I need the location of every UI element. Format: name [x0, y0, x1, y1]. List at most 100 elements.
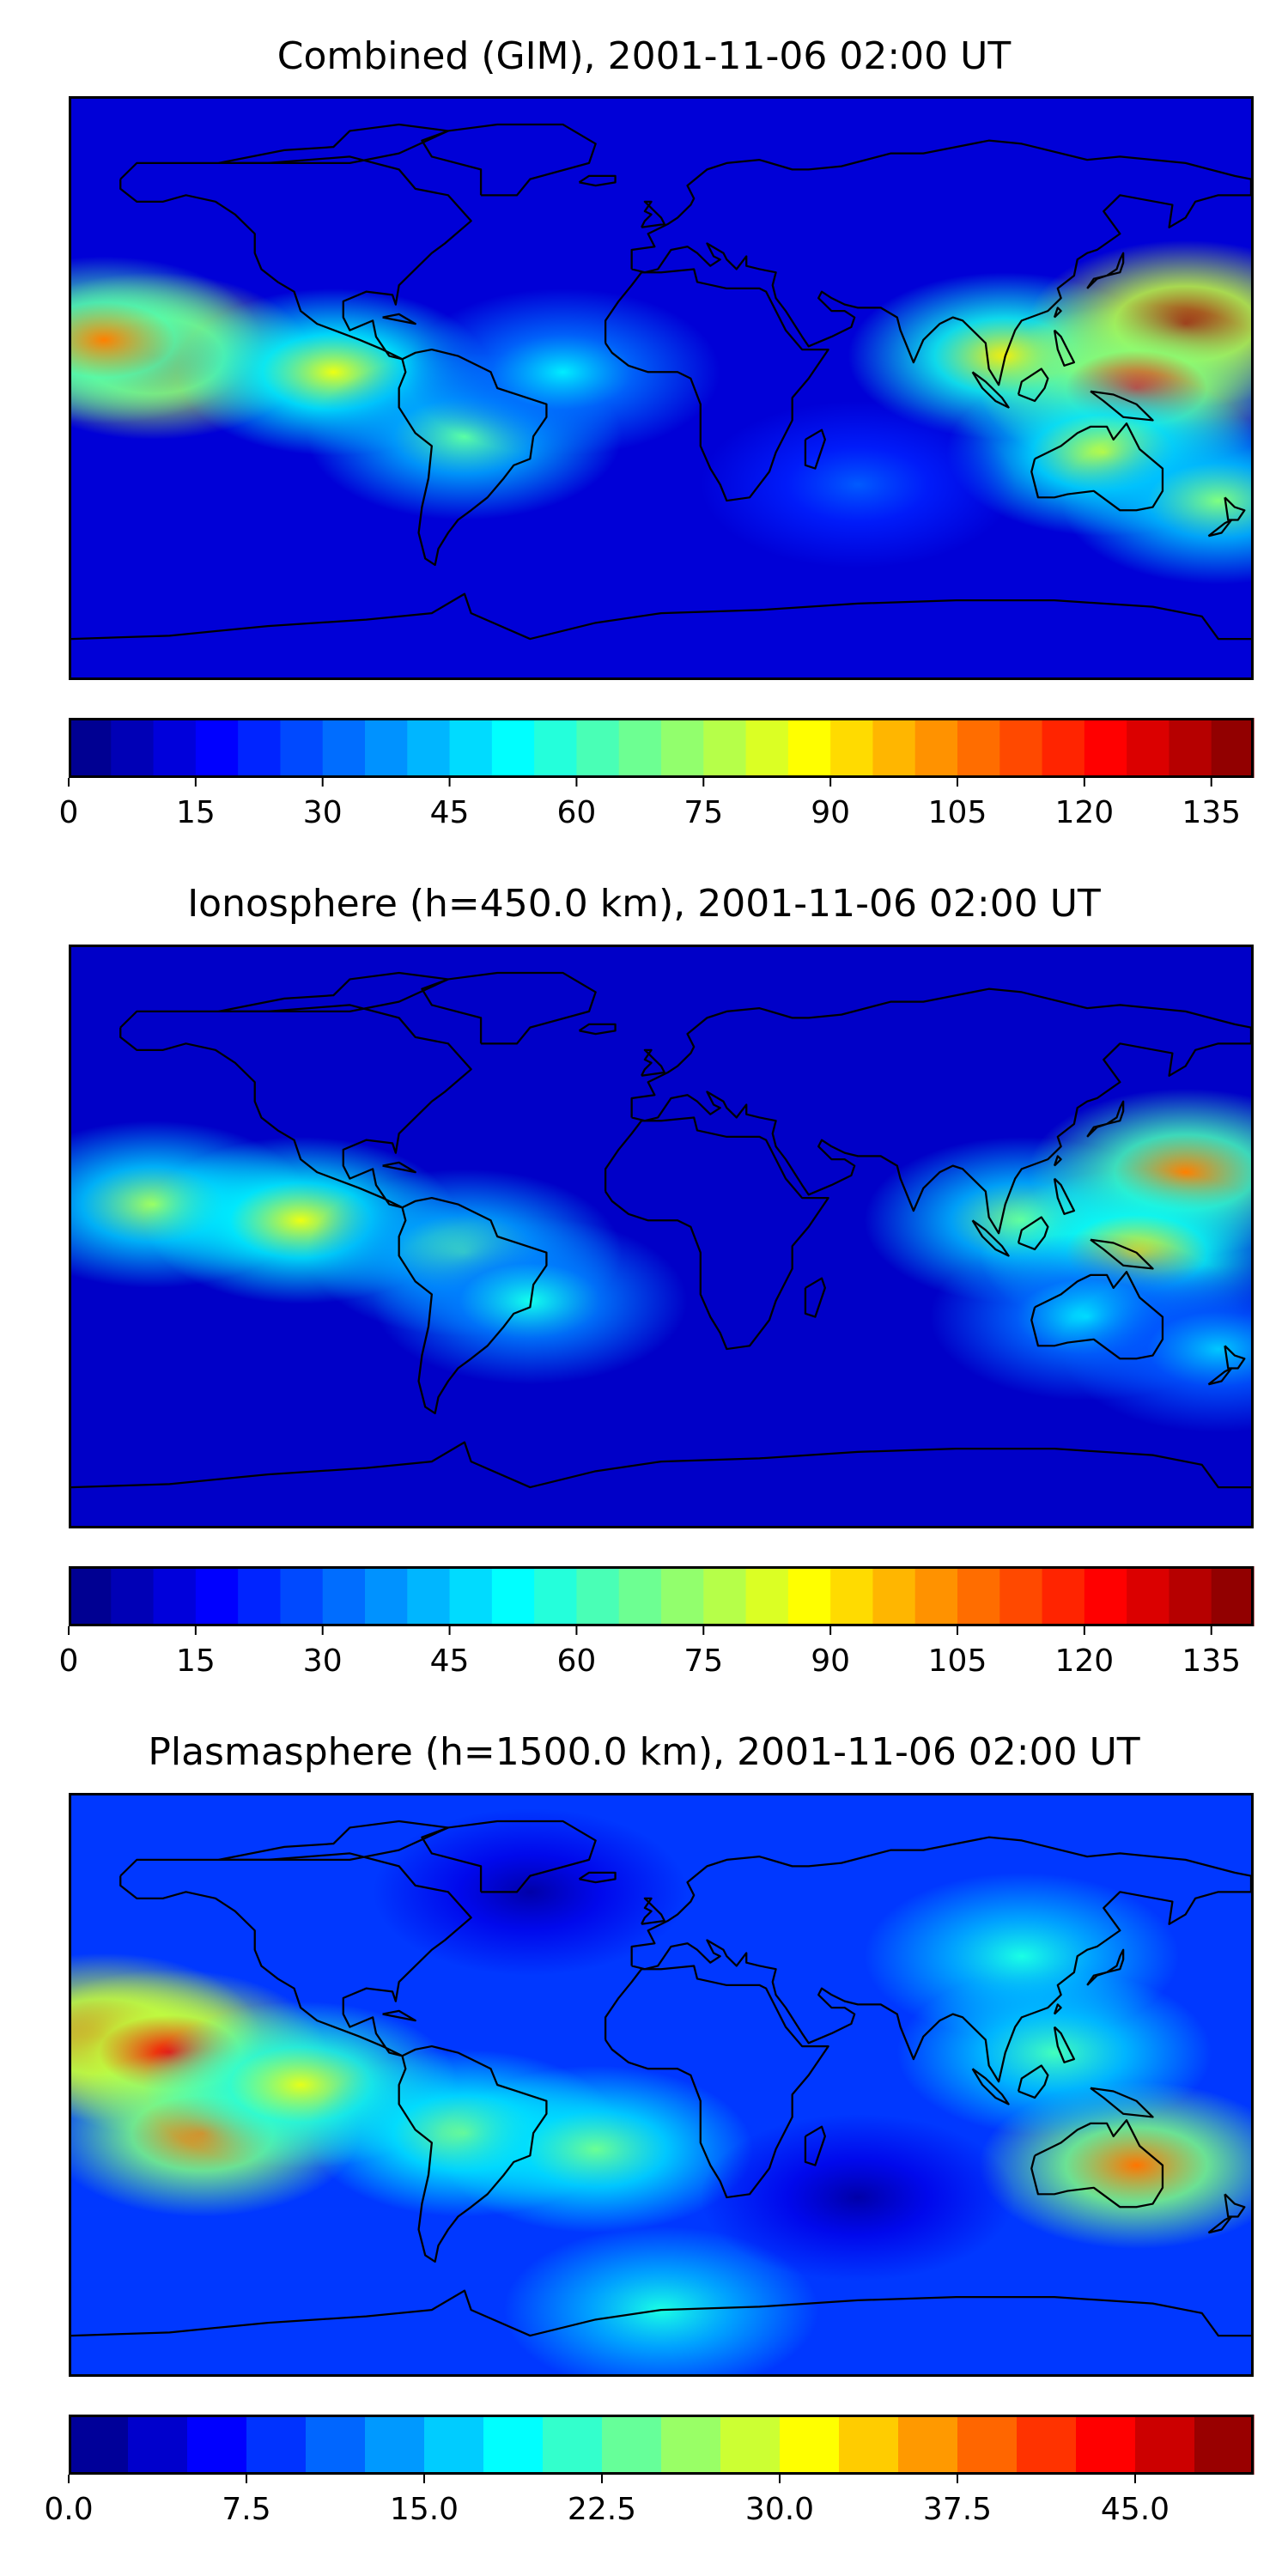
colorbar-segment [280, 718, 324, 778]
colorbar-border [69, 718, 1254, 778]
coastline [1086, 1100, 1125, 1138]
colorbar-segment [618, 1566, 662, 1626]
colorbar-segment [128, 2415, 188, 2475]
colorbar-segment [745, 718, 789, 778]
coastline [1207, 2215, 1233, 2234]
colorbar-segment [238, 1566, 282, 1626]
colorbar-segment [534, 718, 578, 778]
coastline [630, 139, 1251, 386]
colorbar-segment [195, 1566, 239, 1626]
colorbar-segment [957, 2415, 1018, 2475]
colorbar-segment [69, 1566, 112, 1626]
colorbar-segment [999, 718, 1043, 778]
colorbar-segment [407, 1566, 451, 1626]
colorbar-tick-label: 60 [557, 1643, 597, 1679]
colorbar-segment [787, 718, 831, 778]
coastline [1053, 1177, 1076, 1215]
colorbar-segment [745, 1566, 789, 1626]
colorbar-tick-label: 0 [59, 795, 79, 830]
map-svg-3 [71, 1795, 1251, 2374]
map-svg-2 [71, 947, 1251, 1526]
coastline [1053, 2026, 1076, 2063]
field-feature [405, 288, 720, 456]
colorbar-segment [1042, 1566, 1085, 1626]
colorbar-svg-3: 0.0 7.5 15.0 22.5 30.0 37.5 45.0 [44, 2415, 1255, 2527]
colorbar-segment [365, 1566, 408, 1626]
colorbar-segment [1127, 1566, 1170, 1626]
coastline [1017, 368, 1049, 403]
colorbar-segment [491, 718, 535, 778]
colorbar-segment [1169, 718, 1212, 778]
colorbar-segment [602, 2415, 662, 2475]
colorbar-tick-label: 0.0 [44, 2492, 93, 2527]
coastline [1090, 1238, 1154, 1270]
coastline [421, 123, 597, 197]
colorbar-segment [543, 2415, 603, 2475]
coastline [421, 1820, 597, 1893]
coastline [119, 1004, 472, 1209]
colorbar-segment [111, 718, 155, 778]
map-ionosphere [69, 945, 1254, 1528]
colorbar-segment [280, 1566, 324, 1626]
colorbar-segment [187, 2415, 247, 2475]
coastline [641, 1048, 665, 1077]
coastline [71, 592, 1251, 641]
field-feature [896, 1969, 1212, 2136]
colorbar-tick-label: 120 [1054, 1643, 1114, 1679]
colorbar-segment [1084, 1566, 1127, 1626]
colorbar-segment [787, 1566, 831, 1626]
coastline [1030, 1271, 1164, 1360]
colorbar-tick-label: 30 [303, 795, 343, 830]
colorbar-segment [914, 718, 958, 778]
coastline [604, 268, 829, 502]
coastline [382, 2009, 416, 2022]
colorbar-segment [957, 718, 1000, 778]
colorbar-segment [1017, 2415, 1077, 2475]
coastline [1030, 2119, 1164, 2208]
coastline [119, 155, 472, 361]
coastline [804, 428, 826, 470]
coastline [1086, 1948, 1125, 1986]
colorbar-segment [830, 718, 874, 778]
colorbar-segment [1042, 718, 1085, 778]
colorbar-segment [483, 2415, 544, 2475]
coastline [218, 971, 450, 1013]
panel-1-title: Combined (GIM), 2001-11-06 02:00 UT [276, 34, 1012, 78]
colorbar-tick-label: 135 [1182, 795, 1241, 830]
coastline [804, 1277, 826, 1318]
coastline [1053, 329, 1076, 367]
colorbar-svg-1: 0 15 30 45 60 75 90 105 120 135 [59, 718, 1255, 830]
map-svg-1 [71, 99, 1251, 677]
colorbar-segment [703, 718, 747, 778]
coastline [641, 1897, 665, 1925]
colorbar-segment [661, 718, 704, 778]
map-plasmasphere [69, 1793, 1254, 2377]
coastline [71, 1441, 1251, 1489]
colorbar-segment [153, 1566, 197, 1626]
coastline [1224, 1345, 1246, 1370]
colorbar-segment [69, 718, 112, 778]
colorbar-segment [872, 1566, 916, 1626]
coastline [630, 987, 1251, 1235]
colorbar-segment [780, 2415, 840, 2475]
coastline [382, 1161, 416, 1174]
colorbar-segment [1169, 1566, 1212, 1626]
colorbar-segment [661, 2415, 721, 2475]
colorbar-tick-label: 22.5 [568, 2492, 636, 2527]
colorbar-tick-label: 30.0 [745, 2492, 814, 2527]
colorbar-segment [576, 718, 620, 778]
coastline [630, 1836, 1251, 2083]
colorbar-segment [1211, 1566, 1255, 1626]
colorbar-segment [407, 718, 451, 778]
coastline [1017, 1216, 1049, 1251]
colorbar-tick-label: 90 [811, 1643, 850, 1679]
coastline [218, 123, 450, 165]
coastline [421, 971, 597, 1045]
colorbar-tick-label: 75 [683, 1643, 723, 1679]
colorbar-segment [1211, 718, 1255, 778]
colorbar-segment [1084, 718, 1127, 778]
coastline [578, 174, 617, 187]
colorbar-tick-label: 7.5 [222, 2492, 270, 2527]
colorbar-combined: 0 15 30 45 60 75 90 105 120 135 [59, 718, 1255, 830]
colorbar-tick-label: 105 [928, 795, 987, 830]
